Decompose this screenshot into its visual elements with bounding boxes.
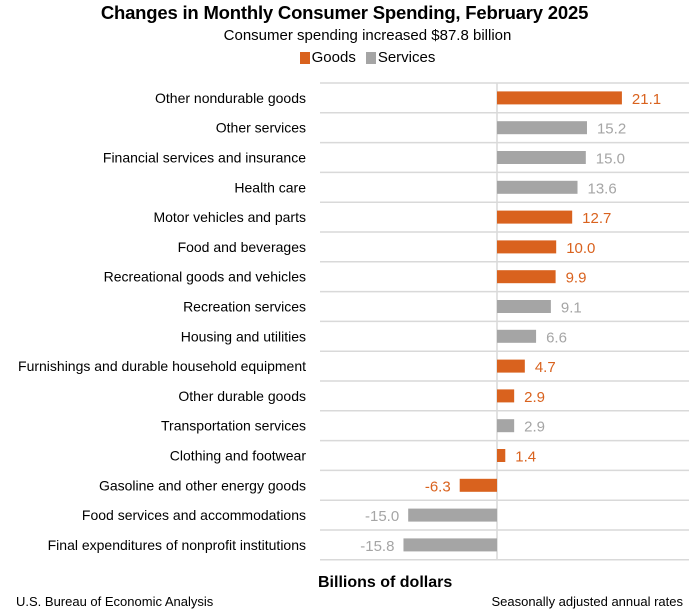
legend-swatch-services	[365, 51, 376, 64]
data-label: 4.7	[535, 359, 556, 376]
bar-services	[497, 151, 586, 164]
source-note: U.S. Bureau of Economic Analysis	[16, 594, 214, 609]
bar-services	[497, 121, 587, 135]
bar-goods	[497, 210, 573, 224]
data-label: 9.1	[561, 300, 582, 317]
data-label: 12.7	[582, 210, 611, 227]
data-label: 13.6	[588, 180, 617, 197]
data-label: 21.1	[632, 91, 661, 108]
category-label: Transportation services	[161, 418, 306, 434]
data-label: -6.3	[425, 478, 451, 495]
legend: Goods Services	[0, 49, 689, 66]
category-label: Other durable goods	[178, 388, 306, 404]
data-label: 9.9	[566, 270, 587, 287]
bar-goods	[497, 240, 557, 254]
bar-goods	[497, 449, 506, 462]
legend-label-services: Services	[377, 49, 436, 66]
category-label: Other services	[216, 120, 306, 136]
data-label: 10.0	[566, 240, 595, 257]
chart-subtitle: Consumer spending increased $87.8 billio…	[223, 27, 512, 44]
category-label: Recreational goods and vehicles	[104, 269, 306, 285]
bar-services	[497, 300, 551, 313]
data-label: 6.6	[546, 329, 567, 346]
chart-title: Changes in Monthly Consumer Spending, Fe…	[100, 2, 589, 23]
category-label: Food services and accommodations	[82, 507, 306, 523]
bar-goods	[497, 270, 556, 284]
bar-goods	[497, 91, 622, 105]
data-label: 2.9	[524, 389, 545, 406]
bar-services	[403, 538, 497, 552]
category-label: Gasoline and other energy goods	[99, 477, 306, 493]
bar-services	[497, 180, 578, 194]
category-label: Other nondurable goods	[155, 90, 306, 106]
category-label: Final expenditures of nonprofit institut…	[48, 537, 306, 553]
category-label: Motor vehicles and parts	[153, 209, 306, 225]
bar-services	[408, 508, 497, 522]
category-label: Recreation services	[183, 299, 306, 315]
x-axis-label: Billions of dollars	[318, 574, 453, 591]
category-label: Food and beverages	[178, 239, 306, 255]
legend-item-goods: Goods	[299, 49, 356, 66]
bar-services	[497, 329, 537, 343]
bar-services	[497, 419, 515, 433]
rates-note: Seasonally adjusted annual rates	[491, 594, 683, 609]
legend-item-services: Services	[365, 49, 436, 66]
legend-label-goods: Goods	[311, 49, 356, 66]
data-label: -15.8	[360, 538, 394, 555]
category-label: Furnishings and durable household equipm…	[18, 358, 306, 374]
bar-goods	[497, 359, 525, 373]
data-label: -15.0	[365, 508, 399, 525]
data-label: 15.0	[596, 151, 625, 168]
bar-goods	[497, 389, 515, 403]
data-label: 2.9	[524, 419, 545, 436]
category-label: Financial services and insurance	[103, 150, 306, 166]
data-label: 1.4	[515, 449, 536, 466]
bar-goods	[459, 478, 497, 492]
category-label: Clothing and footwear	[170, 448, 307, 464]
category-label: Housing and utilities	[181, 328, 306, 344]
category-label: Health care	[234, 179, 306, 195]
legend-swatch-goods	[299, 51, 310, 64]
data-label: 15.2	[597, 121, 626, 138]
